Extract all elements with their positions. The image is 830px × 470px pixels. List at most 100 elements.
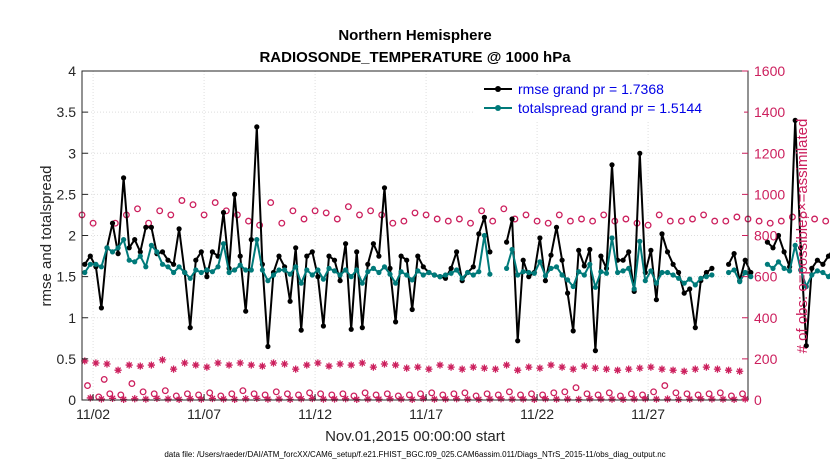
- series-1-point: [515, 272, 521, 278]
- series-0-point: [248, 237, 254, 243]
- series-5-point: [297, 395, 305, 403]
- series-1-point: [132, 259, 138, 265]
- series-1-point: [598, 269, 604, 275]
- series-5-point: [697, 395, 705, 403]
- series-0-point: [454, 249, 460, 255]
- series-0-point: [775, 232, 782, 239]
- series-0-point: [476, 231, 482, 237]
- series-2-point: [533, 217, 541, 225]
- series-1-point: [387, 271, 393, 277]
- x-tick-label: 11/02: [76, 406, 110, 422]
- series-4-point: [214, 359, 222, 367]
- y-tick-label: 2.5: [57, 186, 77, 202]
- y-right-tick-label: 200: [754, 351, 778, 367]
- series-1-point: [709, 272, 715, 278]
- series-1-point: [431, 272, 437, 278]
- series-3-point: [494, 391, 502, 399]
- series-1-point: [254, 237, 260, 243]
- series-0-point: [109, 220, 116, 226]
- series-0-point: [359, 325, 365, 331]
- series-1-point: [615, 269, 621, 276]
- series-2-point: [145, 219, 153, 227]
- series-4-point: [647, 363, 655, 371]
- series-5-point: [231, 395, 239, 403]
- series-0-point: [692, 325, 698, 331]
- series-2-point: [433, 215, 441, 223]
- series-3-point: [739, 390, 746, 398]
- series-0-point: [626, 249, 632, 255]
- series-1-point: [309, 272, 315, 278]
- series-0-point: [609, 162, 615, 168]
- series-1-point: [143, 264, 149, 270]
- series-3-point: [550, 389, 558, 397]
- series-4-point: [325, 362, 333, 370]
- series-3-point: [683, 390, 691, 398]
- series-1-point: [520, 269, 526, 275]
- y-axis-label: rmse and totalspread: [38, 166, 55, 307]
- series-3-point: [594, 391, 602, 399]
- series-5-point: [597, 395, 605, 403]
- series-4-point: [314, 359, 322, 367]
- series-5-point: [408, 395, 416, 403]
- series-2-point: [622, 215, 630, 223]
- series-3-point: [505, 388, 513, 396]
- series-4-point: [203, 363, 211, 371]
- series-4-point: [702, 363, 710, 371]
- series-3-point: [361, 389, 369, 397]
- series-4-point: [147, 361, 155, 369]
- chart-subtitle: RADIOSONDE_TEMPERATURE @ 1000 hPa: [259, 49, 571, 66]
- series-0-point: [143, 224, 149, 230]
- metric-lines: [82, 117, 830, 354]
- series-1-point: [664, 269, 671, 276]
- series-5-point: [652, 395, 661, 403]
- series-5-point: [397, 395, 405, 403]
- series-1-point: [282, 267, 288, 273]
- series-2-point: [211, 199, 219, 207]
- y-right-tick-label: 0: [754, 392, 762, 408]
- series-1-point: [171, 269, 177, 276]
- series-1-point: [182, 269, 188, 276]
- series-5-point: [219, 395, 228, 403]
- series-4-point: [169, 365, 178, 373]
- series-4-point: [414, 363, 422, 371]
- series-5-point: [608, 395, 616, 403]
- series-4-point: [391, 361, 400, 369]
- series-5-point: [86, 394, 94, 402]
- y-tick-label: 4: [68, 63, 76, 79]
- series-3-point: [228, 390, 236, 398]
- series-4-point: [591, 364, 599, 372]
- series-5-point: [630, 395, 638, 403]
- series-0-point: [803, 343, 809, 349]
- y-right-tick-label: 1000: [754, 186, 785, 202]
- series-1-point: [670, 272, 676, 278]
- series-1-point: [692, 282, 698, 288]
- series-1-point: [426, 269, 432, 276]
- series-2-point: [578, 215, 585, 223]
- series-1-point: [304, 267, 310, 273]
- series-1-point: [276, 267, 282, 273]
- series-0-point: [742, 257, 748, 263]
- series-5-point: [97, 395, 106, 403]
- series-1-point: [98, 264, 104, 270]
- series-0-point: [820, 261, 826, 267]
- series-0-point: [592, 348, 599, 354]
- series-5-point: [641, 395, 649, 403]
- series-4-point: [236, 359, 244, 367]
- series-0-point: [331, 257, 338, 263]
- series-0-point: [193, 257, 199, 263]
- series-1-point: [653, 280, 660, 286]
- series-0-point: [254, 124, 260, 130]
- series-3-point: [572, 384, 580, 392]
- series-0-point: [404, 257, 410, 263]
- series-1-point: [676, 275, 682, 281]
- series-1-point: [531, 270, 537, 276]
- y-right-tick-label: 1400: [754, 104, 785, 120]
- series-3-point: [261, 391, 269, 399]
- series-2-point: [156, 207, 164, 215]
- series-5-point: [275, 395, 283, 403]
- series-3-point: [405, 391, 413, 399]
- series-2-point: [755, 217, 763, 225]
- series-4-point: [480, 364, 488, 372]
- y-tick-label: 1: [68, 310, 76, 326]
- chart-title: Northern Hemisphere: [338, 27, 491, 44]
